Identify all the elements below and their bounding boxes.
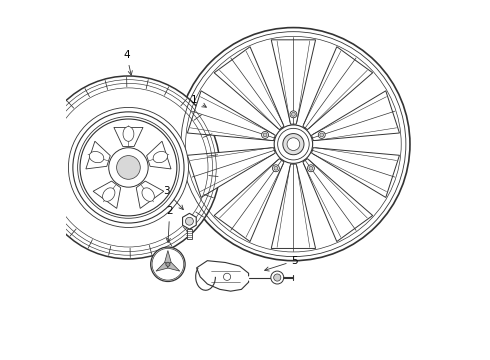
Polygon shape [271, 164, 316, 248]
Polygon shape [271, 40, 316, 124]
Circle shape [272, 165, 279, 172]
Circle shape [263, 133, 267, 137]
Circle shape [166, 262, 170, 266]
Polygon shape [156, 262, 168, 271]
Circle shape [152, 248, 184, 280]
Circle shape [151, 247, 185, 282]
Polygon shape [93, 181, 121, 208]
Circle shape [292, 112, 295, 116]
Text: 3: 3 [163, 186, 183, 210]
Polygon shape [86, 141, 110, 169]
Circle shape [80, 119, 177, 216]
Polygon shape [214, 47, 284, 130]
Circle shape [69, 107, 189, 228]
Circle shape [274, 125, 313, 163]
Text: 5: 5 [265, 256, 298, 271]
Circle shape [73, 112, 184, 223]
Polygon shape [187, 148, 275, 197]
Polygon shape [136, 181, 164, 208]
Circle shape [262, 131, 269, 138]
Circle shape [223, 273, 231, 280]
Polygon shape [147, 141, 171, 169]
Circle shape [283, 134, 304, 155]
Circle shape [320, 133, 324, 137]
Ellipse shape [89, 152, 104, 163]
Polygon shape [312, 91, 399, 141]
Polygon shape [187, 229, 192, 239]
Ellipse shape [153, 152, 168, 163]
Circle shape [186, 217, 194, 225]
Polygon shape [303, 47, 373, 130]
Ellipse shape [142, 188, 154, 201]
Circle shape [318, 131, 325, 138]
Polygon shape [303, 159, 373, 242]
Polygon shape [196, 261, 248, 291]
Circle shape [271, 271, 284, 284]
Polygon shape [168, 262, 180, 271]
Polygon shape [187, 91, 275, 141]
Circle shape [109, 148, 148, 187]
Text: 2: 2 [166, 206, 173, 243]
Circle shape [177, 28, 410, 261]
Ellipse shape [123, 126, 134, 141]
Circle shape [117, 156, 140, 179]
Polygon shape [214, 159, 284, 242]
Circle shape [37, 76, 220, 259]
Polygon shape [114, 127, 143, 147]
Circle shape [274, 166, 278, 170]
Ellipse shape [102, 188, 115, 201]
Circle shape [274, 274, 281, 281]
Polygon shape [183, 213, 196, 229]
Polygon shape [312, 148, 399, 197]
Polygon shape [165, 251, 171, 264]
Circle shape [287, 138, 300, 150]
Circle shape [309, 166, 313, 170]
Circle shape [307, 165, 315, 172]
Circle shape [278, 129, 309, 160]
Text: 1: 1 [191, 95, 206, 107]
Circle shape [290, 111, 297, 118]
Text: 4: 4 [123, 50, 132, 75]
